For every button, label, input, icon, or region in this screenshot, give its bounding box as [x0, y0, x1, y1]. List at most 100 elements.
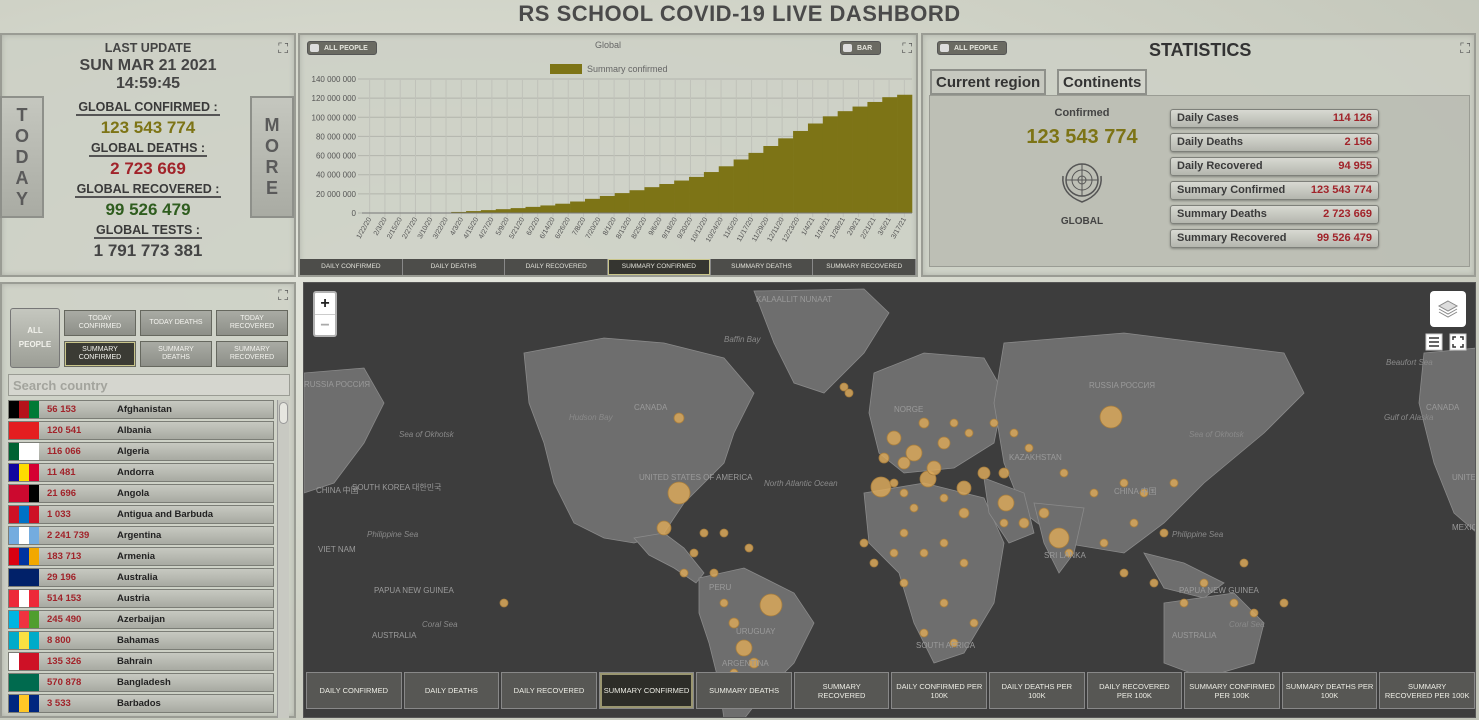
country-row[interactable]: 21 696 Angola — [8, 484, 274, 503]
chart-bar[interactable] — [466, 211, 482, 213]
all-people-toggle[interactable]: ALL PEOPLE — [937, 41, 1007, 55]
chart-bar[interactable] — [540, 205, 556, 213]
case-marker[interactable] — [1018, 517, 1030, 529]
case-marker[interactable] — [499, 598, 509, 608]
case-marker[interactable] — [1099, 405, 1123, 429]
chart-tab[interactable]: SUMMARY CONFIRMED — [608, 259, 711, 275]
case-marker[interactable] — [1169, 478, 1179, 488]
case-marker[interactable] — [899, 578, 909, 588]
case-marker[interactable] — [869, 558, 879, 568]
chart-bar[interactable] — [644, 187, 660, 213]
country-row[interactable]: 8 800 Bahamas — [8, 631, 274, 650]
map-tab[interactable]: DAILY RECOVERED — [501, 672, 597, 709]
case-marker[interactable] — [949, 418, 959, 428]
chart-bar[interactable] — [897, 94, 913, 213]
case-marker[interactable] — [735, 639, 753, 657]
map-tab[interactable]: SUMMARY CONFIRMED — [598, 672, 695, 709]
case-marker[interactable] — [1059, 468, 1069, 478]
country-row[interactable]: 135 326 Bahrain — [8, 652, 274, 671]
chart-bar[interactable] — [570, 201, 586, 213]
map-tab[interactable]: DAILY RECOVERED PER 100K — [1086, 672, 1183, 709]
case-marker[interactable] — [909, 503, 919, 513]
chart-tab[interactable]: DAILY DEATHS — [402, 259, 506, 275]
country-row[interactable]: 1 033 Antigua and Barbuda — [8, 505, 274, 524]
chart-bar[interactable] — [495, 209, 511, 213]
chart-bar[interactable] — [718, 166, 734, 213]
case-marker[interactable] — [939, 598, 949, 608]
case-marker[interactable] — [1139, 488, 1149, 498]
land-east-america-edge[interactable] — [1418, 347, 1476, 533]
case-marker[interactable] — [964, 428, 974, 438]
case-marker[interactable] — [1249, 608, 1259, 618]
case-marker[interactable] — [1229, 598, 1239, 608]
scroll-thumb[interactable] — [279, 402, 288, 424]
case-marker[interactable] — [859, 538, 869, 548]
country-row[interactable]: 514 153 Austria — [8, 589, 274, 608]
case-marker[interactable] — [899, 528, 909, 538]
fullscreen-icon[interactable] — [1449, 333, 1467, 351]
map-tab[interactable]: DAILY CONFIRMED — [306, 672, 402, 709]
case-marker[interactable] — [1279, 598, 1289, 608]
filter-button[interactable]: TODAY CONFIRMED — [64, 310, 136, 336]
map-tab[interactable]: DAILY CONFIRMED PER 100K — [891, 672, 988, 709]
chart-bar[interactable] — [748, 152, 764, 213]
case-marker[interactable] — [926, 460, 942, 476]
case-marker[interactable] — [699, 528, 709, 538]
land-europe[interactable] — [868, 352, 1005, 474]
case-marker[interactable] — [1159, 528, 1169, 538]
fullscreen-icon[interactable]: ⛶ — [902, 40, 912, 56]
chart-bar[interactable] — [703, 172, 720, 213]
case-marker[interactable] — [889, 548, 899, 558]
case-marker[interactable] — [878, 452, 890, 464]
country-row[interactable]: 120 541 Albania — [8, 421, 274, 440]
map-tab[interactable]: SUMMARY RECOVERED PER 100K — [1379, 672, 1475, 709]
case-marker[interactable] — [959, 558, 969, 568]
chart-bar[interactable] — [525, 206, 541, 213]
chart-tab[interactable]: DAILY CONFIRMED — [300, 259, 403, 275]
chart-bar[interactable] — [763, 146, 779, 213]
chart-bar[interactable] — [599, 195, 616, 213]
chart-bar[interactable] — [689, 176, 705, 213]
case-marker[interactable] — [1239, 558, 1249, 568]
fullscreen-icon[interactable]: ⛶ — [278, 287, 288, 303]
country-row[interactable]: 116 066 Algeria — [8, 442, 274, 461]
case-marker[interactable] — [958, 507, 970, 519]
case-marker[interactable] — [956, 480, 972, 496]
chart-bar[interactable] — [584, 198, 601, 213]
chart-bar[interactable] — [614, 193, 630, 213]
layers-button[interactable] — [1430, 291, 1466, 327]
land-asia[interactable] — [993, 332, 1305, 554]
chart-tab[interactable]: SUMMARY DEATHS — [710, 259, 814, 275]
fullscreen-icon[interactable]: ⛶ — [278, 40, 288, 56]
country-row[interactable]: 570 878 Bangladesh — [8, 673, 274, 692]
filter-button[interactable]: TODAY RECOVERED — [216, 310, 288, 336]
case-marker[interactable] — [1024, 443, 1034, 453]
chart-bar[interactable] — [822, 116, 838, 213]
chart-bar[interactable] — [629, 190, 645, 213]
chart-bar[interactable] — [807, 123, 824, 213]
list-icon[interactable] — [1425, 333, 1443, 351]
case-marker[interactable] — [1038, 507, 1050, 519]
country-row[interactable]: 2 241 739 Argentina — [8, 526, 274, 545]
case-marker[interactable] — [709, 568, 719, 578]
case-marker[interactable] — [886, 430, 902, 446]
case-marker[interactable] — [918, 417, 930, 429]
chart-bar[interactable] — [837, 111, 853, 213]
filter-button[interactable]: SUMMARY DEATHS — [140, 341, 212, 367]
chart-bar[interactable] — [852, 106, 868, 213]
case-marker[interactable] — [1129, 518, 1139, 528]
case-marker[interactable] — [999, 518, 1009, 528]
case-marker[interactable] — [719, 528, 729, 538]
legend-label[interactable]: Summary confirmed — [587, 64, 668, 74]
chart-bar[interactable] — [659, 183, 675, 213]
scrollbar[interactable] — [277, 400, 289, 718]
chart-bar[interactable] — [793, 130, 809, 213]
country-row[interactable]: 29 196 Australia — [8, 568, 274, 587]
case-marker[interactable] — [969, 618, 979, 628]
case-marker[interactable] — [1119, 568, 1129, 578]
case-marker[interactable] — [889, 478, 899, 488]
chart-bar[interactable] — [867, 101, 883, 213]
chart-bar[interactable] — [451, 211, 467, 213]
case-marker[interactable] — [1119, 478, 1129, 488]
chart-type-toggle[interactable]: BAR — [840, 41, 882, 55]
